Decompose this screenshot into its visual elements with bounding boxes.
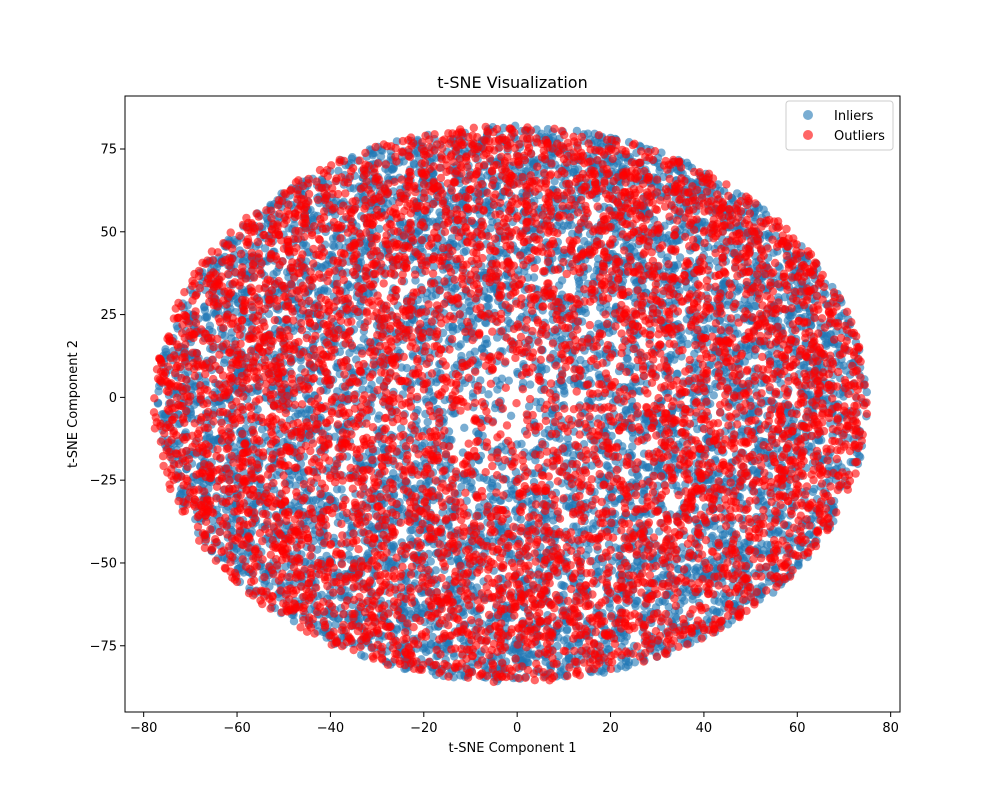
data-point: [454, 342, 463, 351]
data-point: [517, 439, 526, 449]
data-point: [506, 411, 516, 420]
data-point: [154, 387, 163, 396]
data-point: [308, 496, 318, 505]
data-point: [460, 423, 469, 432]
data-point: [357, 650, 366, 660]
data-point: [484, 294, 493, 303]
data-point: [562, 626, 571, 635]
data-point: [345, 348, 354, 358]
data-point: [444, 322, 454, 332]
data-point: [602, 461, 611, 470]
data-point: [260, 244, 270, 253]
chart-title: t-SNE Visualization: [437, 73, 587, 92]
data-point: [456, 671, 465, 680]
data-point: [428, 632, 437, 642]
data-point: [484, 302, 493, 311]
data-point: [594, 370, 604, 379]
data-point: [220, 331, 229, 341]
data-point: [407, 525, 417, 535]
data-point: [524, 402, 534, 411]
data-point: [599, 668, 608, 677]
data-point: [526, 380, 535, 389]
data-point: [335, 241, 344, 250]
data-point: [703, 324, 712, 333]
data-point: [529, 273, 539, 282]
data-point: [709, 391, 718, 400]
